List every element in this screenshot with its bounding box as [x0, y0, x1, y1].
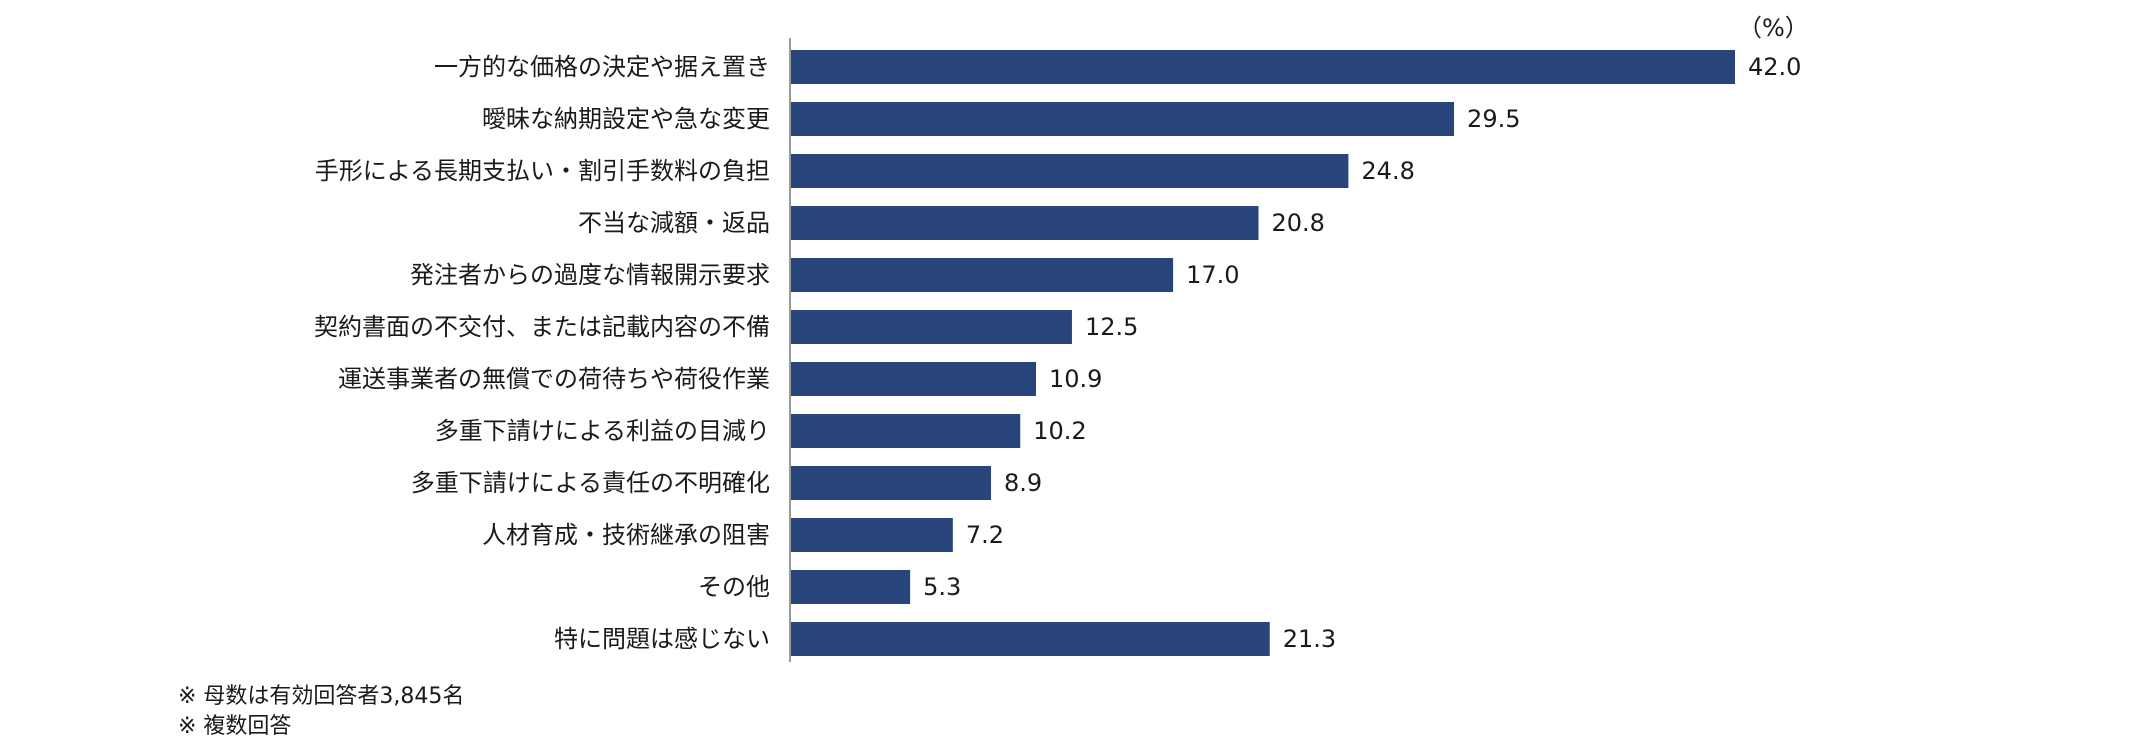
value-label: 24.8 — [1361, 157, 1414, 185]
category-label: 多重下請けによる責任の不明確化 — [411, 469, 770, 497]
category-label: 発注者からの過度な情報開示要求 — [410, 261, 770, 289]
unit-label: （%） — [1738, 14, 1809, 42]
chart-notes: ※ 母数は有効回答者3,845名 ※ 複数回答 — [178, 682, 464, 742]
value-label: 20.8 — [1272, 209, 1325, 237]
bar — [791, 206, 1259, 240]
value-label: 42.0 — [1748, 53, 1801, 81]
bar — [791, 258, 1174, 292]
value-label: 7.2 — [966, 521, 1004, 549]
category-label: その他 — [698, 573, 770, 601]
bar — [791, 414, 1021, 448]
value-label: 10.2 — [1033, 417, 1086, 445]
bar — [791, 570, 911, 604]
category-label: 不当な減額・返品 — [578, 209, 770, 237]
category-label: 手形による長期支払い・割引手数料の負担 — [315, 157, 770, 185]
category-label: 多重下請けによる利益の目減り — [435, 417, 770, 445]
value-label: 29.5 — [1467, 105, 1520, 133]
note-respondents: ※ 母数は有効回答者3,845名 — [178, 684, 465, 709]
value-label: 12.5 — [1085, 313, 1138, 341]
category-label: 特に問題は感じない — [554, 625, 770, 653]
category-label: 運送事業者の無償での荷待ちや荷役作業 — [338, 365, 770, 393]
value-label: 21.3 — [1283, 625, 1336, 653]
category-label: 曖昧な納期設定や急な変更 — [482, 105, 770, 133]
bar — [791, 362, 1036, 396]
bar — [791, 310, 1072, 344]
category-label: 人材育成・技術継承の阻害 — [482, 521, 770, 549]
category-label: 契約書面の不交付、または記載内容の不備 — [314, 313, 770, 341]
bar — [791, 622, 1270, 656]
bar — [791, 518, 953, 552]
bar — [791, 102, 1455, 136]
value-label: 17.0 — [1186, 261, 1239, 289]
bar — [791, 50, 1735, 84]
value-label: 8.9 — [1004, 469, 1042, 497]
bar — [791, 154, 1349, 188]
category-label: 一方的な価格の決定や据え置き — [434, 53, 770, 81]
value-label: 10.9 — [1049, 365, 1102, 393]
bar — [791, 466, 992, 500]
note-multiple-answers: ※ 複数回答 — [178, 714, 292, 739]
value-label: 5.3 — [923, 573, 961, 601]
